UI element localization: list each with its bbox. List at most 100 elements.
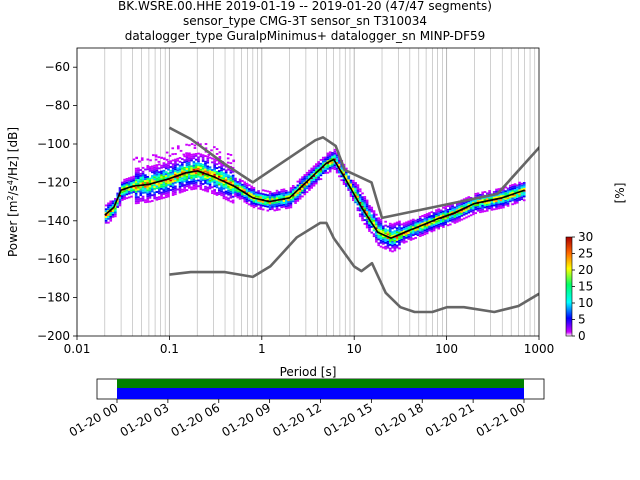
heatmap-cell — [513, 183, 517, 186]
heatmap-cell — [264, 195, 267, 198]
heatmap-cell — [425, 220, 429, 223]
heatmap-cell — [176, 178, 180, 181]
heatmap-cell — [176, 167, 180, 170]
colorbar-tick-label: 20 — [578, 263, 593, 277]
heatmap-cell — [278, 191, 281, 194]
heatmap-cell — [308, 169, 311, 172]
heatmap-cell — [506, 193, 510, 196]
heatmap-cell — [354, 184, 357, 186]
heatmap-cell — [511, 189, 514, 192]
heatmap-cell — [169, 166, 173, 168]
heatmap-cell — [395, 236, 399, 239]
heatmap-cell — [317, 163, 320, 165]
heatmap-cell — [502, 202, 505, 205]
heatmap-cell — [382, 242, 385, 245]
heatmap-cell — [405, 227, 408, 230]
heatmap-cell — [476, 207, 480, 210]
heatmap-cell — [437, 223, 441, 226]
heatmap-cell — [163, 157, 166, 160]
heatmap-cell — [356, 207, 360, 210]
heatmap-cell — [442, 206, 445, 209]
heatmap-cell — [492, 196, 496, 199]
heatmap-cell — [192, 178, 196, 181]
heatmap-cell — [449, 215, 452, 218]
heatmap-cell — [358, 201, 362, 204]
heatmap-cell — [245, 186, 249, 189]
heatmap-cell — [153, 193, 156, 196]
heatmap-cell — [157, 175, 161, 177]
heatmap-cell — [123, 178, 126, 181]
heatmap-cell — [317, 164, 320, 167]
heatmap-cell — [315, 163, 318, 166]
heatmap-cell — [382, 240, 385, 243]
heatmap-cell — [407, 237, 411, 240]
heatmap-cell — [178, 180, 182, 182]
heatmap-cell — [162, 164, 166, 167]
heatmap-cell — [492, 200, 496, 203]
heatmap-cell — [227, 197, 230, 200]
heatmap-cell — [215, 159, 219, 162]
heatmap-cell — [137, 177, 140, 179]
heatmap-cell — [377, 221, 380, 224]
x-tick-label: 10 — [347, 342, 362, 356]
heatmap-cell — [169, 162, 173, 165]
heatmap-cell — [151, 184, 154, 187]
heatmap-cell — [185, 168, 189, 170]
heatmap-cell — [248, 195, 251, 198]
heatmap-cell — [321, 170, 325, 173]
heatmap-cell — [185, 143, 188, 146]
heatmap-cell — [192, 157, 196, 160]
heatmap-cell — [497, 193, 501, 196]
heatmap-cell — [418, 233, 422, 236]
heatmap-cell — [368, 216, 371, 219]
heatmap-cell — [284, 201, 288, 204]
heatmap-cell — [107, 217, 110, 220]
heatmap-cell — [499, 206, 503, 209]
heatmap-cell — [171, 184, 175, 187]
heatmap-cell — [370, 220, 374, 223]
heatmap-cell — [207, 153, 211, 156]
heatmap-cell — [296, 196, 300, 198]
heatmap-cell — [174, 166, 177, 169]
heatmap-cell — [382, 238, 385, 241]
heatmap-cell — [483, 204, 487, 207]
heatmap-cell — [372, 212, 376, 215]
heatmap-cell — [151, 186, 154, 189]
heatmap-cell — [245, 190, 249, 193]
heatmap-cell — [213, 177, 216, 180]
heatmap-cell — [120, 191, 124, 194]
heatmap-cell — [162, 175, 166, 178]
heatmap-cell — [261, 204, 265, 207]
heatmap-cell — [201, 173, 205, 176]
heatmap-cell — [139, 180, 143, 183]
heatmap-cell — [437, 227, 441, 230]
heatmap-cell — [146, 200, 149, 203]
colorbar-tick-label: 25 — [578, 247, 593, 261]
heatmap-cell — [148, 191, 152, 193]
heatmap-cell — [199, 178, 203, 181]
heatmap-cell — [176, 147, 180, 150]
heatmap-cell — [227, 174, 230, 177]
heatmap-cell — [398, 241, 401, 244]
heatmap-cell — [134, 188, 138, 191]
heatmap-cell — [194, 181, 198, 184]
heatmap-cell — [469, 208, 473, 211]
heatmap-cell — [171, 194, 175, 196]
heatmap-cell — [144, 187, 147, 190]
heatmap-cell — [458, 208, 461, 211]
heatmap-cell — [377, 230, 380, 233]
heatmap-cell — [361, 198, 364, 201]
heatmap-cell — [120, 185, 124, 188]
heatmap-cell — [291, 190, 295, 193]
heatmap-cell — [141, 199, 145, 202]
heatmap-cell — [282, 200, 286, 202]
heatmap-cell — [328, 162, 332, 165]
heatmap-cell — [372, 210, 376, 213]
heatmap-cell — [211, 180, 214, 183]
heatmap-cell — [513, 185, 517, 188]
heatmap-cell — [275, 193, 279, 196]
heatmap-cell — [282, 190, 286, 193]
heatmap-cell — [421, 234, 424, 237]
heatmap-cell — [111, 200, 115, 203]
colorbar-tick-label: 15 — [578, 280, 593, 294]
